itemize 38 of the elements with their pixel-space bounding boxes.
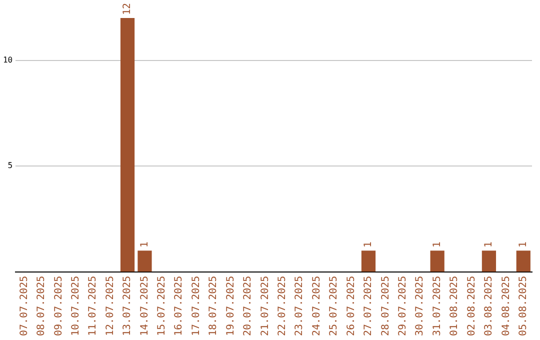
x-tick-label: 23.07.2025 — [294, 276, 306, 336]
data-label: 12 — [122, 2, 134, 15]
x-tick-label: 08.07.2025 — [36, 276, 48, 336]
x-tick-label: 07.07.2025 — [18, 276, 30, 336]
x-tick-label: 18.07.2025 — [208, 276, 220, 336]
x-tick-label: 26.07.2025 — [346, 276, 357, 336]
y-tick-label: 10 — [2, 55, 13, 64]
x-tick-label: 12.07.2025 — [104, 276, 116, 336]
x-tick-label: 25.07.2025 — [328, 276, 340, 336]
x-tick-label: 28.07.2025 — [380, 276, 392, 336]
x-tick-label: 02.08.2025 — [466, 276, 478, 336]
x-tick-label: 29.07.2025 — [398, 276, 408, 336]
data-label: 1 — [363, 242, 374, 248]
x-tick-label: 03.08.2025 — [484, 276, 495, 336]
data-label: 1 — [484, 242, 495, 248]
x-tick-label: 22.07.2025 — [277, 276, 288, 336]
x-tick-label: 20.07.2025 — [242, 276, 254, 336]
x-tick-label: 15.07.2025 — [156, 276, 168, 336]
x-tick-label: 09.07.2025 — [53, 276, 64, 336]
data-label: 1 — [518, 242, 529, 248]
x-tick-label: 30.07.2025 — [414, 276, 426, 336]
x-tick-label: 01.08.2025 — [449, 276, 460, 336]
x-tick-label: 04.08.2025 — [500, 276, 512, 336]
x-tick-label: 13.07.2025 — [122, 276, 134, 336]
x-tick-label: 10.07.2025 — [70, 276, 82, 336]
data-label: 1 — [432, 242, 443, 248]
x-tick-label: 16.07.2025 — [174, 276, 185, 336]
x-tick-label: 11.07.2025 — [88, 276, 99, 336]
y-tick-label: 5 — [8, 161, 13, 170]
x-tick-label: 27.07.2025 — [363, 276, 374, 336]
x-tick-label: 21.07.2025 — [260, 276, 271, 336]
data-label: 1 — [139, 242, 150, 248]
x-tick-label: 14.07.2025 — [139, 276, 150, 336]
x-tick-label: 24.07.2025 — [311, 276, 322, 336]
x-tick-label: 05.08.2025 — [518, 276, 529, 336]
x-tick-label: 31.07.2025 — [432, 276, 443, 336]
x-tick-label: 17.07.2025 — [190, 276, 202, 336]
x-tick-label: 19.07.2025 — [225, 276, 236, 336]
